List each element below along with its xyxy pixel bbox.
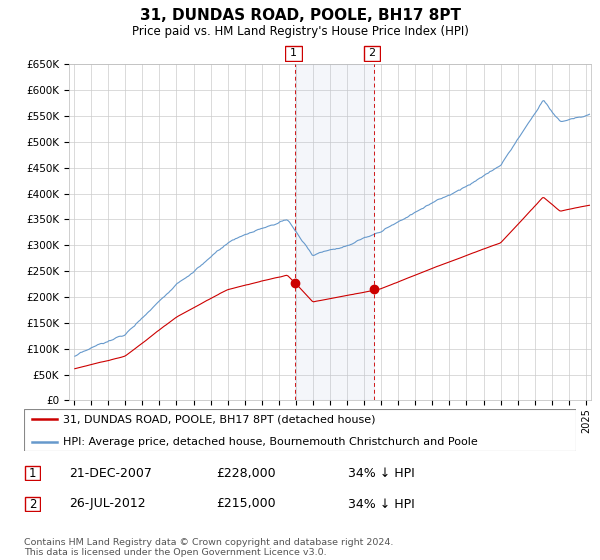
Bar xyxy=(295,64,374,400)
Text: Price paid vs. HM Land Registry's House Price Index (HPI): Price paid vs. HM Land Registry's House … xyxy=(131,25,469,38)
Text: 1: 1 xyxy=(29,466,36,480)
FancyBboxPatch shape xyxy=(25,497,40,511)
Text: 31, DUNDAS ROAD, POOLE, BH17 8PT (detached house): 31, DUNDAS ROAD, POOLE, BH17 8PT (detach… xyxy=(62,414,375,424)
Text: HPI: Average price, detached house, Bournemouth Christchurch and Poole: HPI: Average price, detached house, Bour… xyxy=(62,437,478,446)
Text: £228,000: £228,000 xyxy=(216,466,275,480)
Text: Contains HM Land Registry data © Crown copyright and database right 2024.
This d: Contains HM Land Registry data © Crown c… xyxy=(24,538,394,557)
Text: £215,000: £215,000 xyxy=(216,497,275,511)
Text: 21-DEC-2007: 21-DEC-2007 xyxy=(69,466,152,480)
FancyBboxPatch shape xyxy=(24,409,576,451)
FancyBboxPatch shape xyxy=(364,46,380,61)
Text: 34% ↓ HPI: 34% ↓ HPI xyxy=(348,466,415,480)
Text: 1: 1 xyxy=(290,48,297,58)
Text: 2: 2 xyxy=(368,48,376,58)
Text: 26-JUL-2012: 26-JUL-2012 xyxy=(69,497,146,511)
Text: 34% ↓ HPI: 34% ↓ HPI xyxy=(348,497,415,511)
Text: 2: 2 xyxy=(29,497,36,511)
Text: 31, DUNDAS ROAD, POOLE, BH17 8PT: 31, DUNDAS ROAD, POOLE, BH17 8PT xyxy=(139,8,461,24)
FancyBboxPatch shape xyxy=(286,46,302,61)
FancyBboxPatch shape xyxy=(25,466,40,480)
